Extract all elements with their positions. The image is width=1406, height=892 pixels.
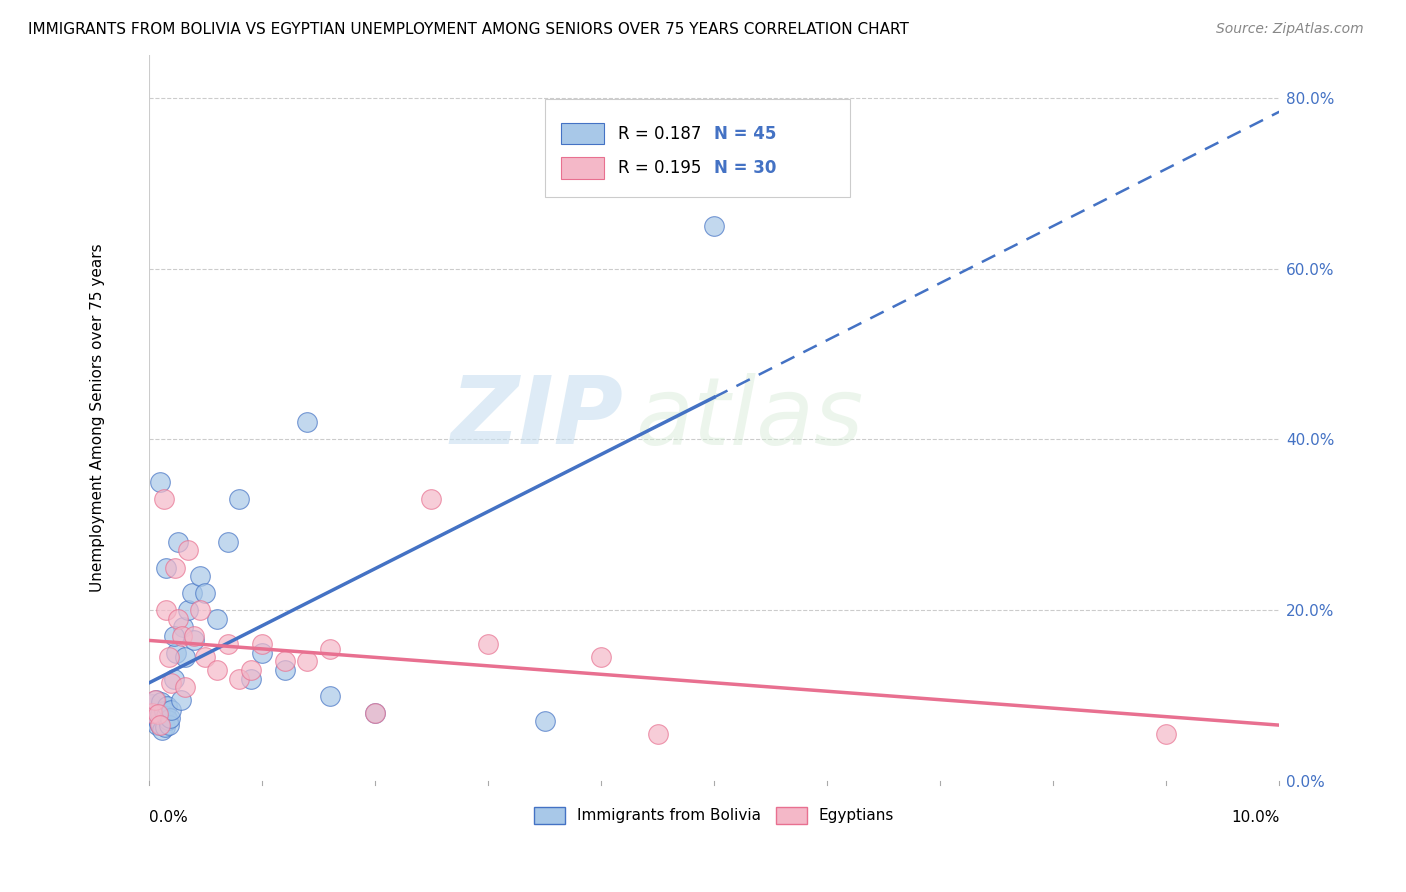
Point [250, 646, 273, 660]
Point [174, 680, 197, 694]
Point [152, 704, 174, 718]
Point [533, 714, 555, 729]
Text: N = 45: N = 45 [714, 125, 776, 143]
Point [163, 560, 186, 574]
Point [420, 492, 443, 507]
Point [146, 718, 169, 732]
Point [228, 492, 250, 507]
Point [148, 715, 170, 730]
Point [1154, 727, 1177, 741]
Point [477, 637, 499, 651]
Point [163, 672, 186, 686]
Point [155, 560, 177, 574]
Point [170, 629, 193, 643]
Text: 10.0%: 10.0% [1230, 810, 1279, 825]
Point [273, 663, 295, 677]
Point [149, 718, 172, 732]
Point [149, 475, 172, 489]
Point [180, 586, 202, 600]
Point [150, 695, 173, 709]
Point [205, 663, 228, 677]
Text: R = 0.187: R = 0.187 [619, 125, 717, 143]
Point [153, 720, 176, 734]
Point [167, 612, 190, 626]
Point [157, 714, 180, 728]
Point [217, 637, 239, 651]
Point [589, 650, 612, 665]
Point [143, 693, 166, 707]
Point [295, 415, 318, 429]
FancyBboxPatch shape [544, 99, 849, 196]
Point [152, 492, 174, 507]
Point [319, 641, 342, 656]
Point [188, 603, 211, 617]
Point [177, 543, 200, 558]
Point [364, 706, 387, 720]
Point [183, 633, 205, 648]
Point [172, 620, 194, 634]
Text: Unemployment Among Seniors over 75 years: Unemployment Among Seniors over 75 years [90, 244, 105, 592]
Text: 0.0%: 0.0% [149, 810, 187, 825]
Point [295, 655, 318, 669]
Point [160, 675, 183, 690]
Point [703, 219, 725, 233]
Text: ZIP: ZIP [451, 372, 624, 464]
Point [194, 650, 217, 665]
Point [141, 697, 163, 711]
Point [155, 709, 177, 723]
Point [188, 569, 211, 583]
Point [319, 689, 342, 703]
Point [205, 612, 228, 626]
Point [139, 701, 162, 715]
Point [157, 650, 180, 665]
Point [145, 693, 167, 707]
Point [163, 629, 186, 643]
Point [217, 535, 239, 549]
Point [194, 586, 217, 600]
FancyBboxPatch shape [561, 122, 605, 145]
Point [183, 629, 205, 643]
Point [177, 603, 200, 617]
Legend: Immigrants from Bolivia, Egyptians: Immigrants from Bolivia, Egyptians [534, 806, 894, 824]
Text: Source: ZipAtlas.com: Source: ZipAtlas.com [1216, 22, 1364, 37]
FancyBboxPatch shape [561, 157, 605, 178]
Point [139, 710, 162, 724]
Point [143, 714, 166, 729]
Text: IMMIGRANTS FROM BOLIVIA VS EGYPTIAN UNEMPLOYMENT AMONG SENIORS OVER 75 YEARS COR: IMMIGRANTS FROM BOLIVIA VS EGYPTIAN UNEM… [28, 22, 910, 37]
Point [155, 603, 177, 617]
Point [142, 706, 165, 720]
Point [174, 650, 197, 665]
Point [149, 707, 172, 722]
Point [169, 693, 191, 707]
Point [647, 727, 669, 741]
Text: R = 0.195: R = 0.195 [619, 159, 717, 177]
Point [156, 698, 179, 713]
Point [167, 535, 190, 549]
Text: atlas: atlas [636, 373, 863, 464]
Point [160, 703, 183, 717]
Point [159, 711, 181, 725]
Point [157, 717, 180, 731]
Point [152, 723, 174, 737]
Point [273, 655, 295, 669]
Point [141, 706, 163, 720]
Point [239, 672, 262, 686]
Text: N = 30: N = 30 [714, 159, 776, 177]
Point [165, 646, 187, 660]
Point [146, 707, 169, 722]
Point [146, 713, 169, 727]
Point [250, 637, 273, 651]
Point [239, 663, 262, 677]
Point [228, 672, 250, 686]
Point [364, 706, 387, 720]
